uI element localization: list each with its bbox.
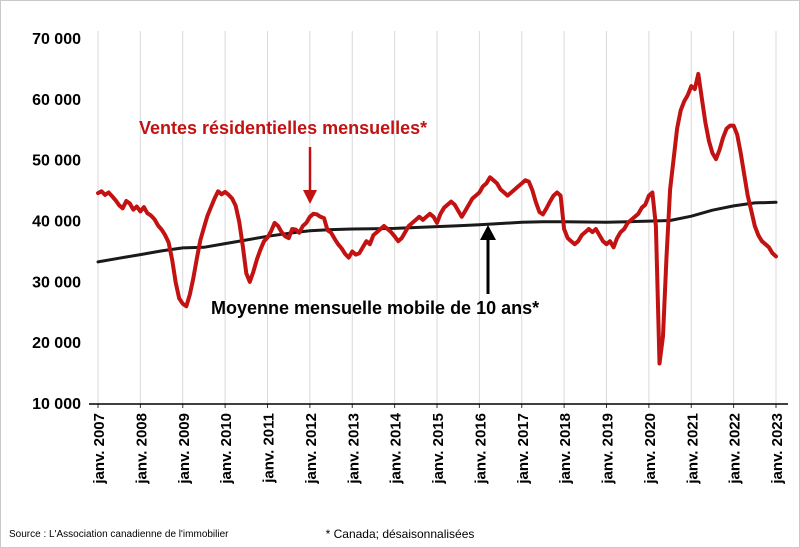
series-moving-average [96,200,778,264]
y-axis-label: 40 000 [32,214,81,231]
x-axis-label: janv. 2018 [557,413,574,485]
x-axis-label: janv. 2012 [303,413,320,485]
x-axis-label: janv. 2022 [727,413,744,485]
y-axis-label: 60 000 [32,92,81,109]
x-axis-label: janv. 2016 [472,413,489,485]
y-axis-label: 50 000 [32,153,81,170]
x-axis-label: janv. 2015 [430,413,447,485]
series-monthly-sales [96,71,778,366]
y-axis-label: 10 000 [32,396,81,413]
x-axis-label: janv. 2008 [133,413,150,485]
x-axis-label: janv. 2013 [345,413,362,485]
footnote: * Canada; désaisonnalisées [325,527,475,541]
x-axis-label: janv. 2023 [769,413,786,485]
up-arrow-icon [480,225,496,294]
y-axis-label: 70 000 [32,31,81,48]
annotation-monthly-sales-label: Ventes résidentielles mensuelles* [139,118,428,138]
x-axis-label: janv. 2011 [261,413,278,484]
source-note: Source : L'Association canadienne de l'i… [9,529,229,540]
x-axis-label: janv. 2021 [684,413,701,485]
y-axis-label: 20 000 [32,335,81,352]
footer: Source : L'Association canadienne de l'i… [1,523,799,547]
y-axis-label: 30 000 [32,274,81,291]
x-axis-label: janv. 2017 [515,413,532,485]
down-arrow-icon [303,147,317,204]
x-axis-label: janv. 2020 [642,413,659,485]
x-axis-label: janv. 2010 [218,413,235,485]
x-axis-label: janv. 2019 [600,413,617,485]
x-axis-label: janv. 2009 [176,413,193,485]
x-axis-label: janv. 2014 [388,412,405,484]
annotation-moving-average-label: Moyenne mensuelle mobile de 10 ans* [211,298,540,318]
x-axis-label: janv. 2007 [91,413,108,485]
